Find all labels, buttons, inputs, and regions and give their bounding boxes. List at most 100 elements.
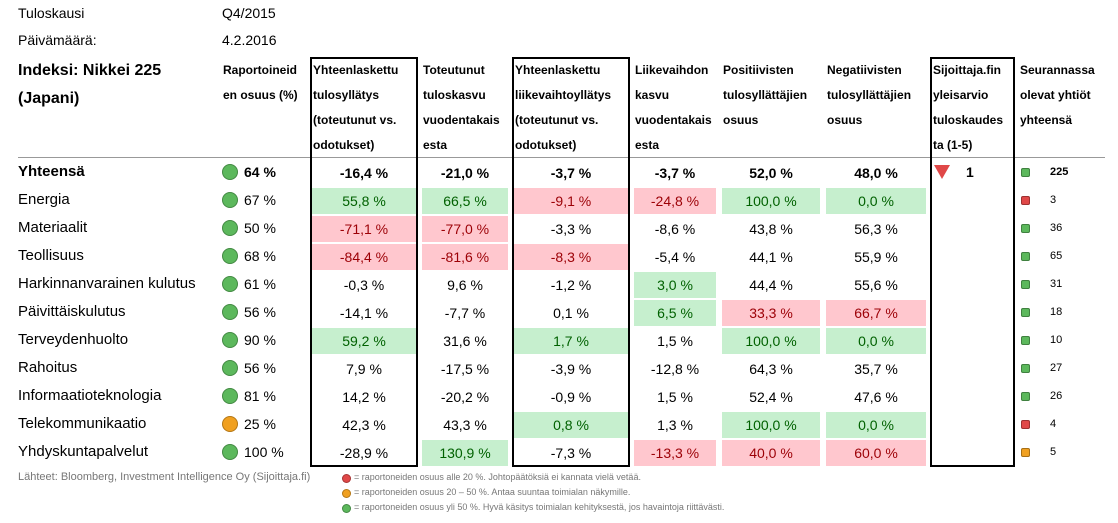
value-cell: -3,7 %	[550, 165, 592, 181]
column-header: tulosyllätys	[313, 88, 380, 102]
status-icon	[222, 164, 238, 180]
status-square	[1021, 448, 1030, 457]
status-square	[1021, 224, 1030, 233]
status-icon	[222, 248, 238, 264]
column-header: liikevaihtoyllätys	[515, 88, 612, 102]
row-name: Teollisuus	[18, 247, 84, 264]
column-header: Negatiivisten	[827, 63, 902, 77]
column-header: Yhteenlaskettu	[313, 63, 399, 77]
value-cell: 1,7 %	[514, 328, 628, 354]
column-header: ta (1-5)	[933, 138, 973, 152]
status-icon	[222, 192, 238, 208]
value-cell: 100,0 %	[722, 188, 820, 214]
value-cell: -16,4 %	[339, 165, 389, 181]
value-cell: 52,4 %	[749, 389, 793, 405]
value-cell: 9,6 %	[447, 277, 483, 293]
share: 56 %	[244, 360, 276, 376]
value-cell: 59,2 %	[312, 328, 416, 354]
value-cell: 100,0 %	[722, 328, 820, 354]
value-cell: 1,3 %	[657, 417, 693, 433]
value-cell: -20,2 %	[440, 389, 490, 405]
share: 61 %	[244, 276, 276, 292]
value-cell: 1,5 %	[657, 333, 693, 349]
rating: 1	[966, 164, 974, 180]
value-cell: 48,0 %	[854, 165, 898, 181]
value-cell: 42,3 %	[342, 417, 386, 433]
meta-label: Päivämäärä:	[18, 32, 97, 48]
column-header: osuus	[723, 113, 759, 127]
value-cell: 64,3 %	[749, 361, 793, 377]
value-cell: -5,4 %	[654, 249, 696, 265]
value-cell: 60,0 %	[826, 440, 926, 466]
meta-value: 4.2.2016	[222, 32, 277, 48]
value-cell: -13,3 %	[634, 440, 716, 466]
row-name: Energia	[18, 191, 70, 208]
value-cell: -3,9 %	[550, 361, 592, 377]
value-cell: -17,5 %	[440, 361, 490, 377]
legend-text: = raportoneiden osuus yli 50 %. Hyvä käs…	[354, 502, 725, 512]
column-box	[512, 57, 630, 467]
status-icon	[222, 276, 238, 292]
column-header: Sijoittaja.fin	[933, 63, 1002, 77]
value-cell: 44,1 %	[749, 249, 793, 265]
value-cell: -77,0 %	[422, 216, 508, 242]
share: 50 %	[244, 220, 276, 236]
count: 4	[1050, 418, 1057, 430]
share: 90 %	[244, 332, 276, 348]
count: 225	[1050, 166, 1069, 178]
value-cell: 35,7 %	[854, 361, 898, 377]
column-box	[310, 57, 418, 467]
count: 5	[1050, 446, 1057, 458]
header-rule	[18, 157, 1105, 158]
value-cell: 66,5 %	[422, 188, 508, 214]
value-cell: 130,9 %	[422, 440, 508, 466]
column-header: Yhteenlaskettu	[515, 63, 601, 77]
column-header: odotukset)	[313, 138, 375, 152]
legend-text: = raportoneiden osuus 20 – 50 %. Antaa s…	[354, 487, 631, 497]
count: 27	[1050, 362, 1063, 374]
value-cell: -28,9 %	[339, 445, 389, 461]
column-header: kasvu	[635, 88, 670, 102]
value-cell: 44,4 %	[749, 277, 793, 293]
value-cell: -0,3 %	[343, 277, 385, 293]
column-header: tulosyllättäjien	[723, 88, 808, 102]
value-cell: 55,8 %	[312, 188, 416, 214]
value-cell: 66,7 %	[826, 300, 926, 326]
column-header: esta	[635, 138, 660, 152]
status-square	[1021, 308, 1030, 317]
value-cell: -71,1 %	[312, 216, 416, 242]
value-cell: -9,1 %	[514, 188, 628, 214]
value-cell: 3,0 %	[634, 272, 716, 298]
column-header: yhteensä	[1020, 113, 1073, 127]
status-icon	[222, 416, 238, 432]
legend-icon	[342, 474, 351, 483]
value-cell: 43,8 %	[749, 221, 793, 237]
trend-arrow	[934, 165, 950, 179]
status-square	[1021, 196, 1030, 205]
value-cell: -81,6 %	[422, 244, 508, 270]
value-cell: -3,7 %	[654, 165, 696, 181]
legend-icon	[342, 489, 351, 498]
meta-label: Tuloskausi	[18, 5, 85, 21]
share: 64 %	[244, 164, 276, 180]
value-cell: -84,4 %	[312, 244, 416, 270]
value-cell: 31,6 %	[443, 333, 487, 349]
share: 100 %	[244, 444, 284, 460]
value-cell: -8,3 %	[514, 244, 628, 270]
row-name: Materiaalit	[18, 219, 88, 236]
value-cell: 0,1 %	[553, 305, 589, 321]
column-header: tuloskaudes	[933, 113, 1004, 127]
source: Lähteet: Bloomberg, Investment Intellige…	[18, 471, 311, 483]
row-name: Terveydenhuolto	[18, 331, 129, 348]
row-name: Rahoitus	[18, 359, 78, 376]
value-cell: -1,2 %	[550, 277, 592, 293]
column-header: Positiivisten	[723, 63, 794, 77]
column-header: Seurannassa	[1020, 63, 1095, 77]
column-header: odotukset)	[515, 138, 577, 152]
legend-icon	[342, 504, 351, 513]
row-name: Harkinnanvarainen kulutus	[18, 275, 196, 292]
value-cell: 0,0 %	[826, 188, 926, 214]
index-title: Indeksi: Nikkei 225	[18, 62, 162, 79]
value-cell: 55,9 %	[854, 249, 898, 265]
share: 25 %	[244, 416, 276, 432]
